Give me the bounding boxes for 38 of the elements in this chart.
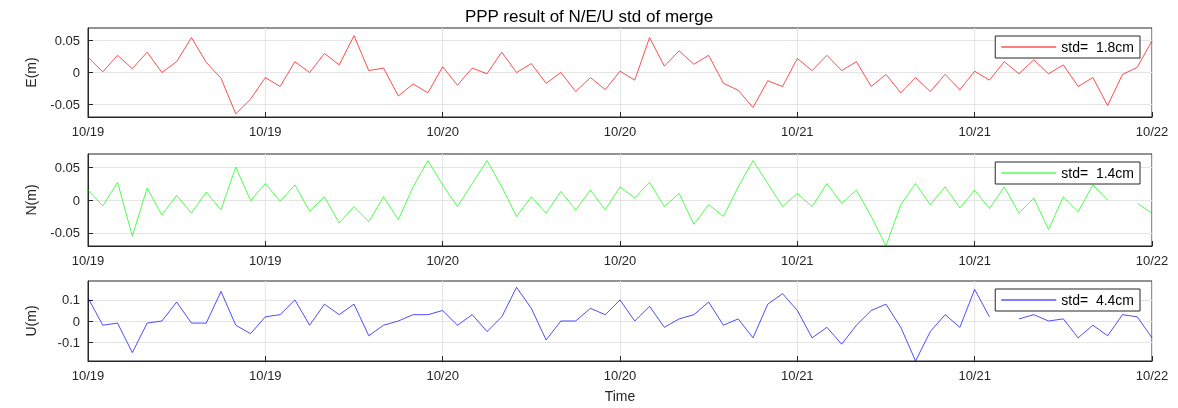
- chart-title: PPP result of N/E/U std of merge: [464, 7, 714, 26]
- x-tick-label: 10/20: [603, 124, 637, 139]
- x-tick-label: 10/20: [603, 253, 637, 268]
- x-tick-label: 10/22: [1135, 368, 1169, 383]
- x-tick-label: 10/22: [1135, 124, 1169, 139]
- x-tick-label: 10/19: [71, 253, 105, 268]
- x-tick-label: 10/20: [426, 368, 459, 383]
- x-axis-title: Time: [604, 388, 636, 404]
- x-tick-label: 10/21: [958, 368, 991, 383]
- x-tick-label: 10/19: [249, 253, 282, 268]
- x-tick-label: 10/20: [603, 368, 637, 383]
- y-tick-label: 0.1: [61, 292, 80, 308]
- y-tick-label: -0.05: [50, 96, 80, 112]
- x-tick-label: 10/19: [249, 124, 282, 139]
- legend-label: std= 1.4cm: [1061, 165, 1135, 181]
- x-tick-label: 10/21: [958, 253, 991, 268]
- x-tick-label: 10/19: [71, 124, 105, 139]
- x-tick-label: 10/20: [426, 124, 459, 139]
- y-tick-label: 0.05: [54, 159, 80, 175]
- y-axis-title: E(m): [23, 57, 39, 88]
- x-tick-label: 10/19: [71, 368, 105, 383]
- x-tick-label: 10/21: [781, 253, 814, 268]
- y-tick-label: -0.05: [50, 225, 80, 241]
- y-axis-title: U(m): [23, 305, 39, 337]
- x-tick-label: 10/22: [1135, 253, 1169, 268]
- x-tick-label: 10/21: [958, 124, 991, 139]
- x-tick-label: 10/21: [781, 124, 814, 139]
- legend-label: std= 4.4cm: [1061, 292, 1135, 308]
- y-tick-label: 0: [72, 313, 80, 329]
- y-tick-label: -0.1: [57, 334, 80, 350]
- x-tick-label: 10/19: [249, 368, 282, 383]
- y-tick-label: 0: [72, 65, 80, 80]
- x-tick-label: 10/20: [426, 253, 459, 268]
- x-tick-label: 10/21: [781, 368, 814, 383]
- y-tick-label: 0.05: [54, 33, 80, 49]
- legend-label: std= 1.8cm: [1061, 39, 1135, 55]
- y-axis-title: N(m): [23, 184, 39, 216]
- y-tick-label: 0: [72, 192, 80, 208]
